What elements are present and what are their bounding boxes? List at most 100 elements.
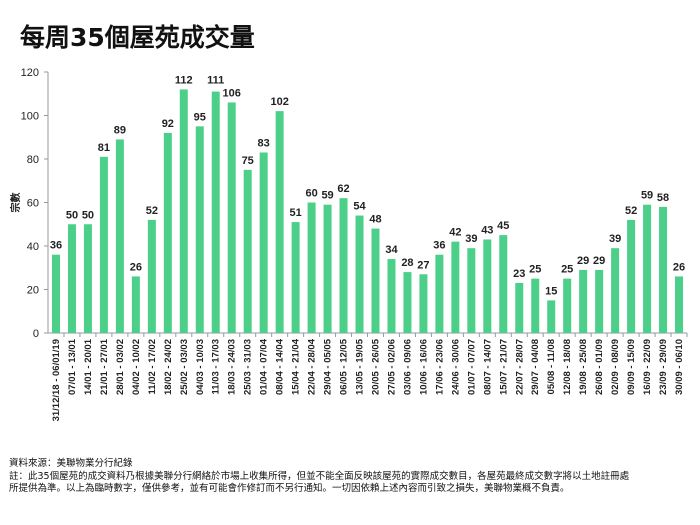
data-label: 25 bbox=[561, 264, 573, 276]
x-tick-label: 08/07 - 14/07 bbox=[482, 339, 493, 395]
data-label: 29 bbox=[577, 255, 589, 267]
x-tick-label: 06/05 - 12/05 bbox=[339, 338, 350, 395]
bar bbox=[115, 139, 124, 333]
data-label: 26 bbox=[130, 261, 142, 273]
x-tick-label: 03/06 - 09/06 bbox=[402, 339, 413, 395]
data-label: 26 bbox=[673, 261, 685, 273]
bar bbox=[419, 274, 428, 333]
bar bbox=[387, 259, 396, 333]
data-label: 92 bbox=[162, 118, 174, 130]
data-label: 62 bbox=[337, 183, 349, 195]
source-note: 資料來源：美聯物業分行紀錄 bbox=[9, 458, 133, 469]
data-label: 45 bbox=[497, 220, 509, 232]
data-label: 34 bbox=[385, 244, 398, 256]
bar bbox=[531, 278, 540, 333]
footnotes: 資料來源：美聯物業分行紀錄 註：此35個屋苑的成交資料乃根據美聯分行網絡於市場上… bbox=[9, 458, 699, 496]
bar bbox=[307, 202, 316, 333]
x-tick-label: 22/07 - 28/07 bbox=[514, 339, 525, 395]
x-tick-label: 15/04 - 21/04 bbox=[291, 338, 302, 395]
bar bbox=[403, 272, 412, 333]
data-label: 15 bbox=[545, 285, 557, 297]
bar bbox=[627, 219, 636, 333]
data-label: 27 bbox=[417, 259, 429, 271]
data-label: 43 bbox=[481, 224, 493, 236]
data-label: 89 bbox=[114, 124, 126, 136]
x-tick-label: 04/03 - 10/03 bbox=[195, 339, 206, 395]
data-label: 81 bbox=[98, 142, 110, 154]
data-label: 36 bbox=[50, 240, 62, 252]
data-label: 36 bbox=[433, 240, 445, 252]
data-label: 102 bbox=[270, 96, 288, 108]
x-tick-label: 21/01 - 27/01 bbox=[99, 338, 110, 395]
bar bbox=[659, 206, 668, 333]
data-label: 39 bbox=[465, 233, 477, 245]
data-label: 28 bbox=[401, 257, 413, 269]
page-title: 每周35個屋苑成交量 bbox=[20, 23, 255, 52]
x-tick-label: 23/09 - 29/09 bbox=[658, 339, 669, 395]
x-tick-label: 31/12/18 - 06/01/19 bbox=[51, 339, 62, 421]
data-label: 52 bbox=[625, 205, 637, 217]
data-label: 112 bbox=[175, 74, 193, 86]
x-tick-label: 07/01 - 13/01 bbox=[67, 338, 78, 395]
bar bbox=[291, 222, 300, 333]
disclaimer-line-1: 註：此35個屋苑的成交資料乃根據美聯分行網絡於市場上收集所得，但並不能全面反映該… bbox=[9, 470, 630, 482]
data-label: 42 bbox=[449, 227, 461, 239]
x-tick-label: 24/06 - 30/06 bbox=[450, 339, 461, 395]
bar bbox=[547, 300, 556, 333]
x-tick-label: 26/08 - 01/09 bbox=[594, 339, 605, 395]
x-tick-label: 11/03 - 17/03 bbox=[211, 339, 222, 394]
bar bbox=[275, 111, 284, 334]
x-tick-label: 18/02 - 24/02 bbox=[163, 339, 174, 395]
y-tick-label: 80 bbox=[27, 154, 39, 166]
x-tick-label: 20/05 - 26/05 bbox=[370, 338, 381, 395]
x-tick-label: 13/05 - 19/05 bbox=[355, 338, 366, 395]
bar bbox=[259, 152, 268, 333]
bar bbox=[579, 269, 588, 333]
data-label: 111 bbox=[207, 74, 224, 86]
x-tick-label: 29/07 - 04/08 bbox=[530, 339, 541, 395]
bar bbox=[563, 278, 572, 333]
bar bbox=[451, 241, 460, 333]
data-label: 54 bbox=[353, 201, 366, 213]
bar bbox=[99, 156, 108, 333]
bar bbox=[131, 276, 140, 333]
bar bbox=[643, 204, 652, 333]
bar bbox=[595, 269, 604, 333]
y-tick-label: 0 bbox=[33, 328, 39, 340]
bar bbox=[339, 198, 348, 333]
bar bbox=[675, 276, 684, 333]
x-tick-label: 22/04 - 28/04 bbox=[307, 338, 318, 395]
x-tick-label: 04/02 - 10/02 bbox=[131, 339, 142, 395]
bar bbox=[67, 224, 76, 333]
data-label: 50 bbox=[66, 209, 78, 221]
bar bbox=[147, 219, 156, 333]
y-tick-label: 120 bbox=[21, 67, 39, 79]
x-tick-label: 10/06 - 16/06 bbox=[418, 339, 429, 395]
x-tick-label: 14/01 - 20/01 bbox=[83, 338, 94, 395]
bar bbox=[515, 282, 524, 333]
x-tick-label: 11/02 - 17/02 bbox=[147, 339, 158, 394]
bar bbox=[163, 132, 172, 333]
x-tick-label: 19/08 - 25/08 bbox=[578, 339, 589, 395]
data-label: 83 bbox=[258, 137, 270, 149]
bar bbox=[211, 91, 220, 333]
x-tick-label: 01/04 - 07/04 bbox=[259, 338, 270, 395]
bar bbox=[243, 169, 252, 333]
data-label: 39 bbox=[609, 233, 621, 245]
disclaimer-line-2: 所提供為準。以上為臨時數字，僅供參考，並有可能會作修訂而不另行通知。一切因依賴上… bbox=[9, 483, 570, 494]
bar bbox=[371, 228, 380, 333]
data-label: 29 bbox=[593, 255, 605, 267]
data-label: 59 bbox=[641, 190, 653, 202]
x-tick-label: 12/08 - 18/08 bbox=[562, 339, 573, 395]
bar bbox=[467, 248, 476, 333]
bar bbox=[179, 89, 188, 334]
data-label: 48 bbox=[369, 214, 381, 226]
bar bbox=[355, 215, 364, 333]
bar bbox=[51, 254, 60, 333]
x-tick-label: 28/01 - 03/02 bbox=[115, 339, 126, 395]
data-label: 51 bbox=[289, 207, 301, 219]
x-tick-label: 27/05 - 02/06 bbox=[386, 339, 397, 395]
bar-chart: 0 20 40 60 80 100 120 宗數 36 31/12/18 - 06/01/19 50… bbox=[9, 67, 688, 421]
data-label: 50 bbox=[82, 209, 94, 221]
